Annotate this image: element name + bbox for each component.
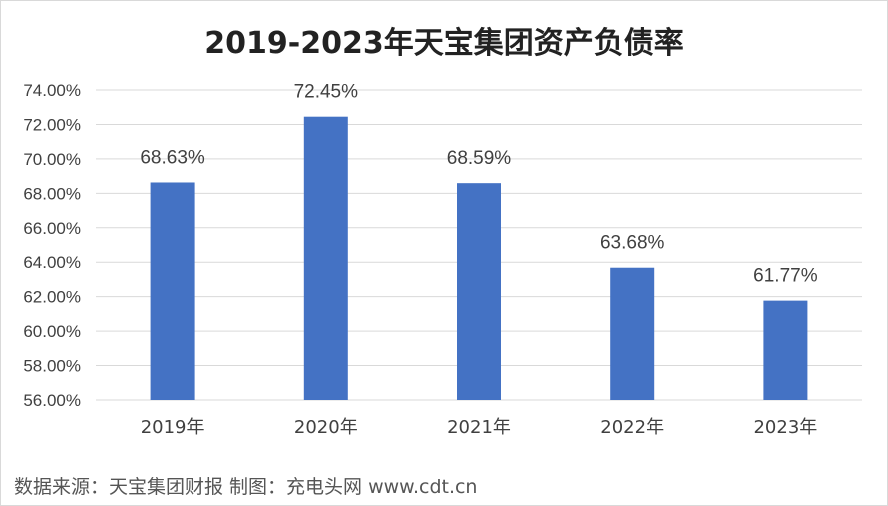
bar — [457, 183, 501, 400]
y-tick-label: 72.00% — [23, 115, 81, 134]
y-tick-label: 58.00% — [23, 357, 81, 376]
chart-title: 2019-2023年天宝集团资产负债率 — [204, 26, 684, 61]
data-label: 63.68% — [600, 233, 665, 254]
x-tick-label: 2021年 — [447, 417, 511, 438]
bar — [303, 116, 348, 400]
y-tick-label: 70.00% — [23, 150, 81, 169]
x-tick-label: 2022年 — [600, 417, 664, 438]
y-tick-label: 66.00% — [23, 219, 81, 238]
x-tick-label: 2023年 — [753, 417, 817, 438]
bar — [610, 267, 655, 400]
bar — [150, 182, 195, 400]
data-label: 68.59% — [447, 148, 512, 169]
bar — [763, 300, 808, 400]
y-tick-label: 64.00% — [23, 253, 81, 272]
x-tick-label: 2019年 — [141, 417, 205, 438]
y-tick-label: 74.00% — [23, 81, 81, 100]
x-tick-label: 2020年 — [294, 417, 358, 438]
y-tick-label: 60.00% — [23, 322, 81, 341]
y-tick-label: 56.00% — [23, 391, 81, 410]
y-tick-label: 62.00% — [23, 288, 81, 307]
source-note: 数据来源：天宝集团财报 制图：充电头网 www.cdt.cn — [14, 476, 478, 498]
data-label: 61.77% — [753, 266, 818, 287]
data-label: 68.63% — [140, 147, 205, 168]
data-label: 72.45% — [294, 82, 359, 103]
y-tick-label: 68.00% — [23, 184, 81, 203]
